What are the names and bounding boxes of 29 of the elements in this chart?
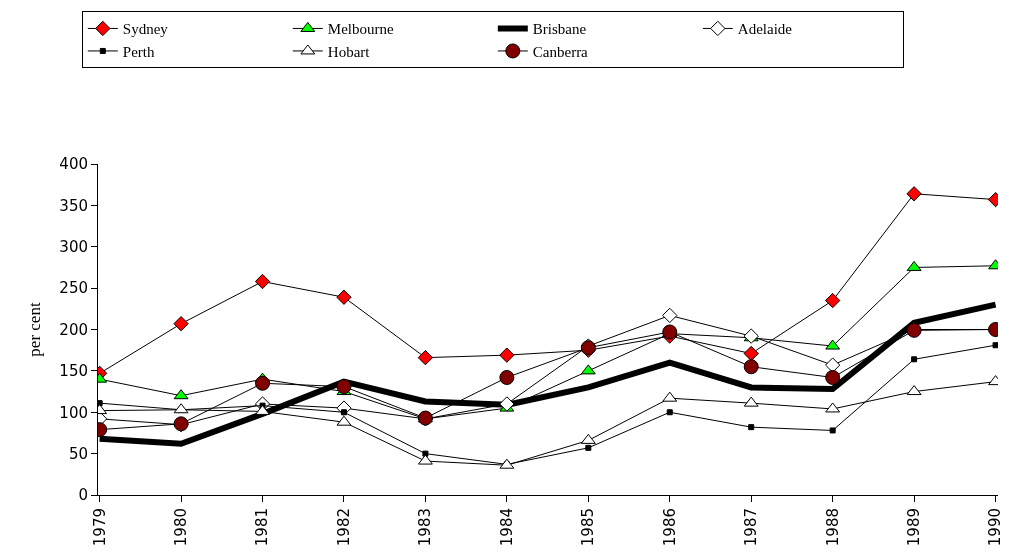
y-tick-label: 200: [59, 320, 88, 339]
legend-label: Perth: [122, 43, 155, 60]
legend-label: Hobart: [327, 43, 371, 60]
y-tick-label: 350: [59, 196, 88, 215]
y-axis-title: per cent: [24, 302, 44, 357]
y-tick-label: 250: [59, 279, 88, 298]
x-tick-label: 1983: [416, 508, 435, 547]
x-tick-label: 1986: [660, 508, 679, 547]
legend-label: Adelaide: [737, 21, 793, 38]
x-tick-label: 1980: [171, 508, 190, 547]
x-tick-label: 1988: [823, 508, 842, 547]
x-tick-label: 1982: [334, 508, 353, 547]
y-tick-label: 300: [59, 238, 88, 256]
x-tick-label: 1979: [90, 508, 109, 547]
y-tick-label: 100: [59, 403, 88, 422]
legend-label: Sydney: [122, 21, 169, 38]
x-tick-label: 1984: [497, 508, 516, 547]
x-tick-label: 1985: [579, 508, 598, 547]
legend-label: Canberra: [532, 43, 589, 60]
legend-label: Brisbane: [532, 21, 587, 38]
y-tick-label: 50: [68, 444, 88, 463]
y-tick-label: 0: [78, 486, 88, 505]
x-tick-label: 1989: [904, 508, 923, 547]
y-tick-label: 400: [59, 155, 88, 174]
x-tick-label: 1990: [986, 508, 1005, 547]
x-tick-label: 1987: [742, 508, 761, 547]
x-tick-label: 1981: [253, 508, 272, 547]
legend-label: Melbourne: [327, 21, 394, 38]
y-tick-label: 150: [59, 362, 88, 381]
